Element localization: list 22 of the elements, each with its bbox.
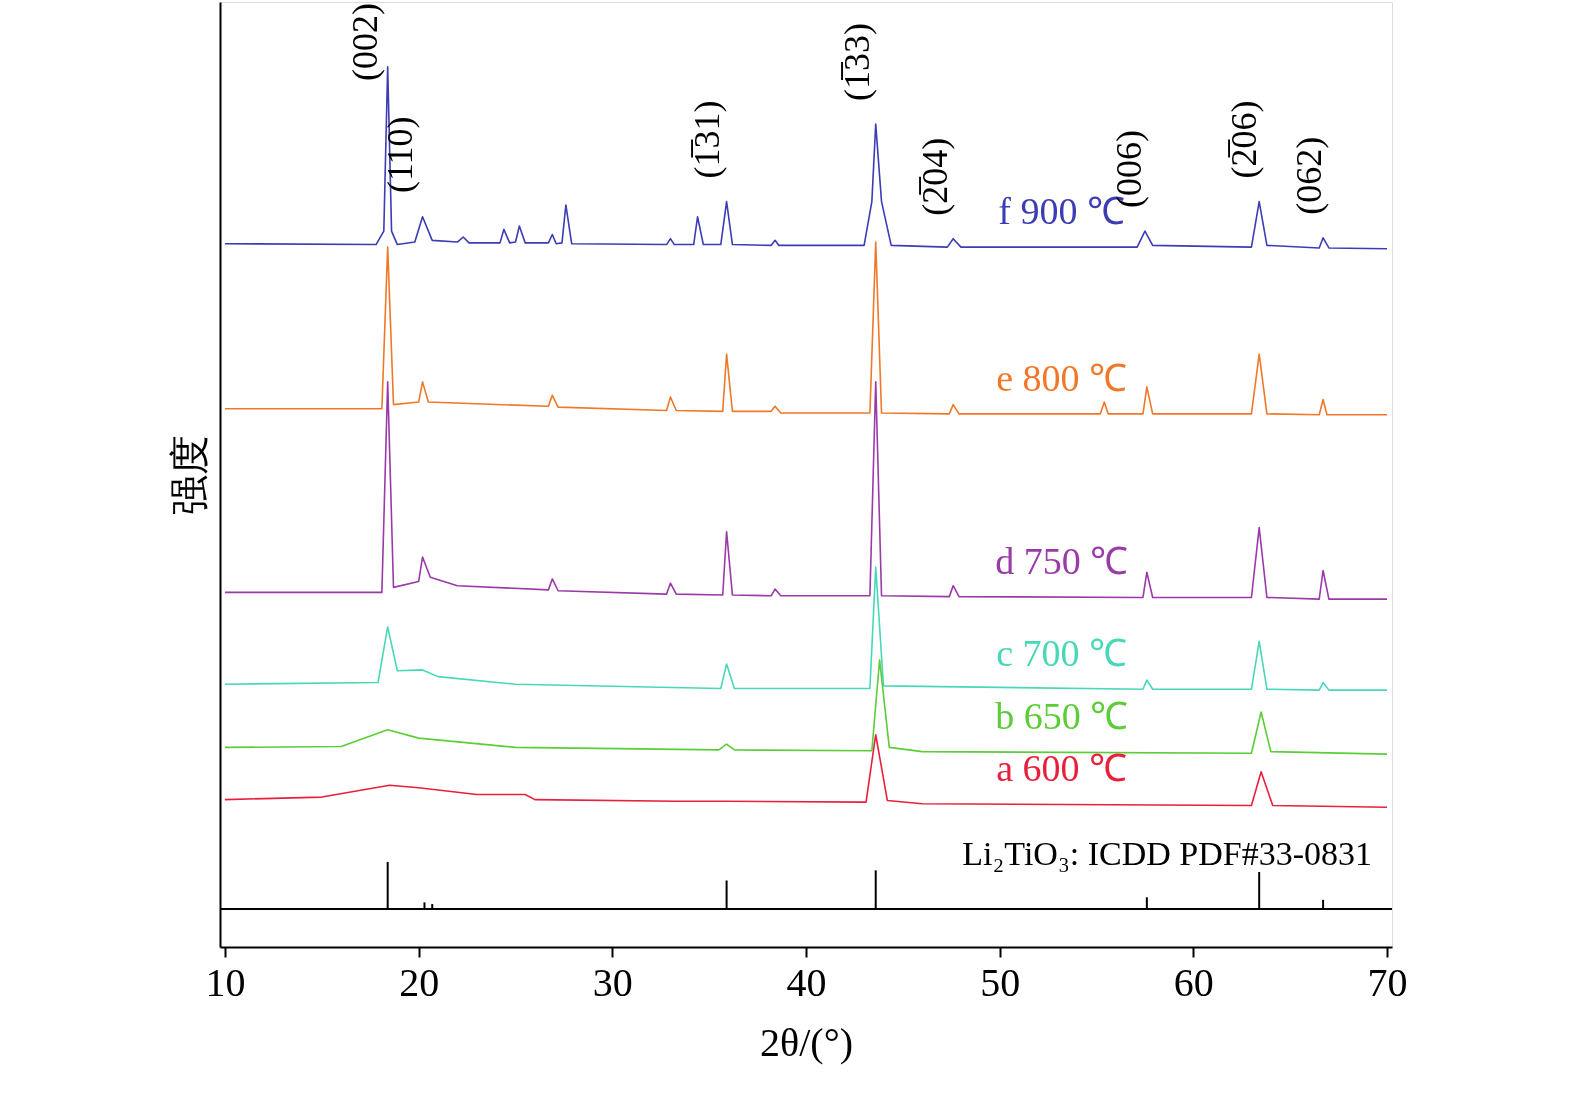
annotation: Li₂TiO₃: ICDD PDF#33-0831 bbox=[962, 835, 1372, 872]
annotation: (002) bbox=[345, 3, 386, 81]
x-tick-label: 50 bbox=[980, 959, 1021, 1005]
annotation: (062) bbox=[1288, 136, 1329, 215]
x-tick-label: 10 bbox=[205, 959, 246, 1005]
series-label: e 800 ℃ bbox=[996, 356, 1128, 399]
series-label: a 600 ℃ bbox=[996, 746, 1128, 789]
annotation: (2̅06) bbox=[1224, 100, 1265, 179]
x-tick-label: 30 bbox=[592, 959, 633, 1005]
series-label: d 750 ℃ bbox=[995, 540, 1129, 583]
x-tick-label: 20 bbox=[399, 959, 440, 1005]
series-label: c 700 ℃ bbox=[996, 632, 1128, 675]
x-tick-label: 40 bbox=[786, 959, 827, 1005]
annotation: (110) bbox=[380, 116, 421, 194]
annotation: (1̅33) bbox=[837, 23, 878, 102]
series-label: b 650 ℃ bbox=[995, 694, 1129, 737]
annotation: (2̅04) bbox=[915, 137, 956, 216]
x-tick-label: 70 bbox=[1367, 959, 1408, 1005]
y-axis-title: 强度 bbox=[166, 435, 212, 515]
x-tick-label: 60 bbox=[1173, 959, 1214, 1005]
annotation: (1̅31) bbox=[686, 100, 727, 179]
x-axis-title: 2θ/(°) bbox=[760, 1019, 853, 1065]
